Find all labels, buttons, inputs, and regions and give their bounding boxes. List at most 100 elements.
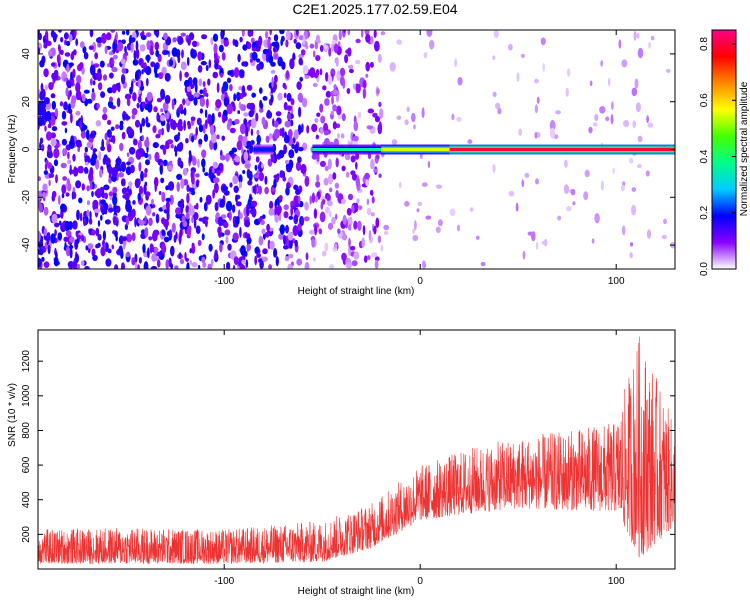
heatmap-cell (212, 71, 219, 79)
heatmap-cell (246, 203, 250, 210)
heatmap-cell (39, 137, 44, 144)
heatmap-cell (303, 216, 310, 222)
heatmap-cell (62, 176, 67, 181)
heatmap-cell (42, 183, 48, 192)
heatmap-cell (228, 211, 232, 221)
heatmap-cell (121, 236, 128, 241)
heatmap-cell (213, 253, 218, 260)
heatmap-cell (299, 76, 304, 82)
heatmap-cell (122, 113, 129, 120)
heatmap-cell (237, 110, 241, 115)
heatmap-cell (137, 139, 142, 151)
heatmap-cell (208, 243, 213, 252)
heatmap-cell (80, 260, 85, 266)
heatmap-cell (61, 121, 68, 126)
heatmap-cell (244, 250, 248, 257)
heatmap-cell (283, 234, 287, 246)
heatmap-cell (47, 123, 52, 129)
heatmap-cell (54, 229, 57, 237)
heatmap-cell (267, 38, 271, 49)
heatmap-cell (285, 224, 289, 234)
heatmap-cell (413, 124, 416, 130)
heatmap-cell (376, 154, 380, 160)
heatmap-cell (391, 139, 398, 145)
heatmap-cell (277, 92, 283, 101)
heatmap-cell (89, 167, 94, 178)
heatmap-cell (341, 113, 346, 122)
heatmap-cell (152, 212, 156, 217)
heatmap-cell (120, 58, 126, 65)
heatmap-cell (232, 264, 236, 269)
heatmap-cell (147, 247, 150, 259)
heatmap-cell (332, 172, 337, 180)
heatmap-cell (283, 204, 289, 211)
heatmap-cell (38, 108, 43, 116)
heatmap-cell (239, 226, 242, 238)
heatmap-cell (201, 149, 207, 158)
heatmap-cell (103, 242, 106, 250)
heatmap-cell (38, 230, 41, 242)
heatmap-cell (278, 195, 283, 201)
heatmap-cell (38, 117, 44, 127)
heatmap-cell (235, 201, 242, 207)
heatmap-cell (173, 234, 177, 243)
heatmap-cell (324, 98, 330, 106)
heatmap-cell (214, 182, 219, 194)
heatmap-cell (75, 90, 82, 101)
heatmap-cell (41, 144, 45, 152)
heatmap-cell (350, 155, 356, 163)
heatmap-cell (168, 181, 175, 191)
heatmap-cell (60, 203, 67, 212)
heatmap-cell (84, 146, 89, 153)
heatmap-cell (365, 61, 371, 72)
heatmap-cell (163, 209, 169, 214)
heatmap-cell (50, 233, 56, 244)
heatmap-cell (378, 121, 382, 132)
heatmap-cell (435, 184, 443, 189)
heatmap-cell (217, 216, 224, 227)
heatmap-cell (383, 230, 389, 236)
heatmap-cell (371, 196, 375, 204)
heatmap-cell (100, 214, 103, 221)
heatmap-cell (154, 151, 160, 163)
heatmap-cell (476, 235, 480, 240)
heatmap-cell (207, 263, 212, 269)
heatmap-cell (170, 263, 173, 269)
heatmap-cell (40, 100, 47, 109)
heatmap-cell (367, 108, 374, 114)
heatmap-cell (112, 54, 118, 60)
colorbar-scale (712, 30, 736, 269)
heatmap-cell (234, 118, 240, 125)
heatmap-cell (336, 70, 341, 81)
heatmap-cell (61, 138, 67, 146)
heatmap-cell (301, 123, 304, 133)
heatmap-cell (58, 220, 62, 226)
heatmap-cell (53, 159, 59, 167)
heatmap-cell (515, 202, 519, 212)
heatmap-cell (137, 264, 140, 269)
heatmap-cell (396, 39, 403, 45)
heatmap-cell (227, 243, 232, 251)
heatmap-cell (107, 119, 112, 126)
heatmap-cell (192, 157, 197, 166)
heatmap-cell (457, 224, 460, 232)
heatmap-cell (572, 201, 576, 206)
heatmap-cell (232, 175, 239, 185)
heatmap-cell (350, 246, 356, 251)
heatmap-cell (362, 79, 367, 89)
heatmap-cell (311, 123, 318, 133)
heatmap-cell (311, 192, 315, 204)
heatmap-cell (161, 243, 167, 254)
heatmap-cell (58, 195, 61, 205)
heatmap-cell (77, 165, 84, 174)
heatmap-cell (268, 208, 275, 216)
heatmap-cell (111, 244, 115, 250)
heatmap-cell (183, 107, 187, 116)
heatmap-cell (270, 69, 276, 74)
heatmap-cell (165, 197, 171, 202)
heatmap-cell (204, 109, 208, 119)
heatmap-cell (144, 168, 148, 174)
heatmap-cell (174, 265, 179, 269)
heatmap-cell (132, 200, 136, 205)
heatmap-cell (352, 173, 358, 181)
